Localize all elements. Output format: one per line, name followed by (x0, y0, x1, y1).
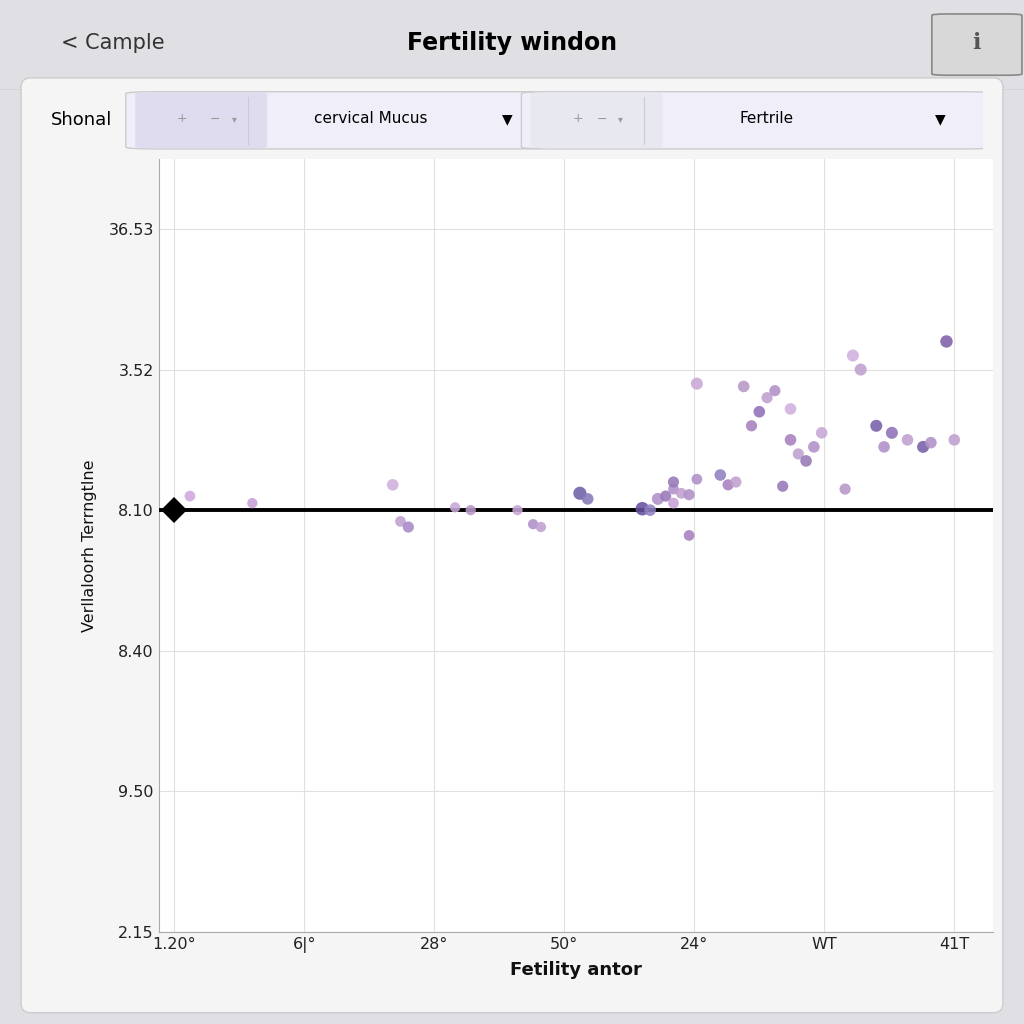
Point (853, 361, 869, 378)
Text: ▾: ▾ (231, 114, 237, 124)
FancyBboxPatch shape (530, 92, 663, 148)
Point (634, 501, 650, 517)
Point (571, 485, 588, 502)
Point (782, 432, 799, 449)
Point (400, 519, 417, 536)
Point (899, 432, 915, 449)
Text: −: − (210, 113, 220, 126)
Point (782, 400, 799, 417)
Point (392, 513, 409, 529)
Text: +: + (572, 113, 584, 126)
Point (884, 425, 900, 441)
Point (181, 487, 198, 504)
Text: Fertrile: Fertrile (739, 112, 794, 127)
FancyBboxPatch shape (521, 92, 992, 148)
Point (751, 403, 767, 420)
FancyBboxPatch shape (135, 92, 267, 148)
Point (681, 527, 697, 544)
Point (791, 445, 807, 462)
Point (525, 516, 542, 532)
Point (244, 495, 260, 511)
Text: i: i (973, 32, 981, 54)
Point (666, 481, 682, 498)
Point (813, 425, 829, 441)
Point (712, 467, 728, 483)
Point (673, 485, 689, 502)
Point (845, 347, 861, 364)
Point (720, 476, 736, 493)
Point (385, 476, 401, 493)
Text: −: − (596, 113, 607, 126)
Point (642, 502, 658, 518)
Point (923, 434, 939, 451)
Point (728, 474, 744, 490)
X-axis label: Fetility antor: Fetility antor (510, 962, 642, 979)
FancyBboxPatch shape (126, 92, 550, 148)
Text: Shonal: Shonal (50, 112, 112, 129)
Point (666, 495, 682, 511)
Point (798, 453, 814, 469)
Text: ▼: ▼ (502, 112, 513, 126)
Point (946, 432, 963, 449)
Point (666, 474, 682, 490)
Point (446, 499, 463, 515)
Point (759, 389, 775, 406)
Y-axis label: Verllaloorh Terrngtlne: Verllaloorh Terrngtlne (82, 459, 97, 632)
Text: Fertility windon: Fertility windon (407, 32, 617, 55)
Point (735, 378, 752, 394)
Point (837, 481, 853, 498)
FancyBboxPatch shape (932, 14, 1022, 75)
Point (657, 487, 674, 504)
Point (767, 383, 783, 399)
Point (868, 418, 885, 434)
Point (876, 438, 892, 455)
Point (689, 376, 706, 392)
Point (580, 490, 596, 507)
Point (689, 471, 706, 487)
Text: < Cample: < Cample (61, 33, 165, 53)
Point (681, 486, 697, 503)
Text: ▼: ▼ (935, 112, 946, 126)
Text: cervical Mucus: cervical Mucus (314, 112, 427, 127)
Point (774, 478, 791, 495)
Point (806, 438, 822, 455)
Point (914, 438, 931, 455)
FancyBboxPatch shape (22, 78, 1002, 1013)
Point (509, 502, 525, 518)
Point (938, 333, 954, 349)
Text: ▾: ▾ (617, 114, 623, 124)
Point (743, 418, 760, 434)
Point (649, 490, 666, 507)
Point (463, 502, 479, 518)
Point (532, 519, 549, 536)
Text: +: + (177, 113, 187, 126)
